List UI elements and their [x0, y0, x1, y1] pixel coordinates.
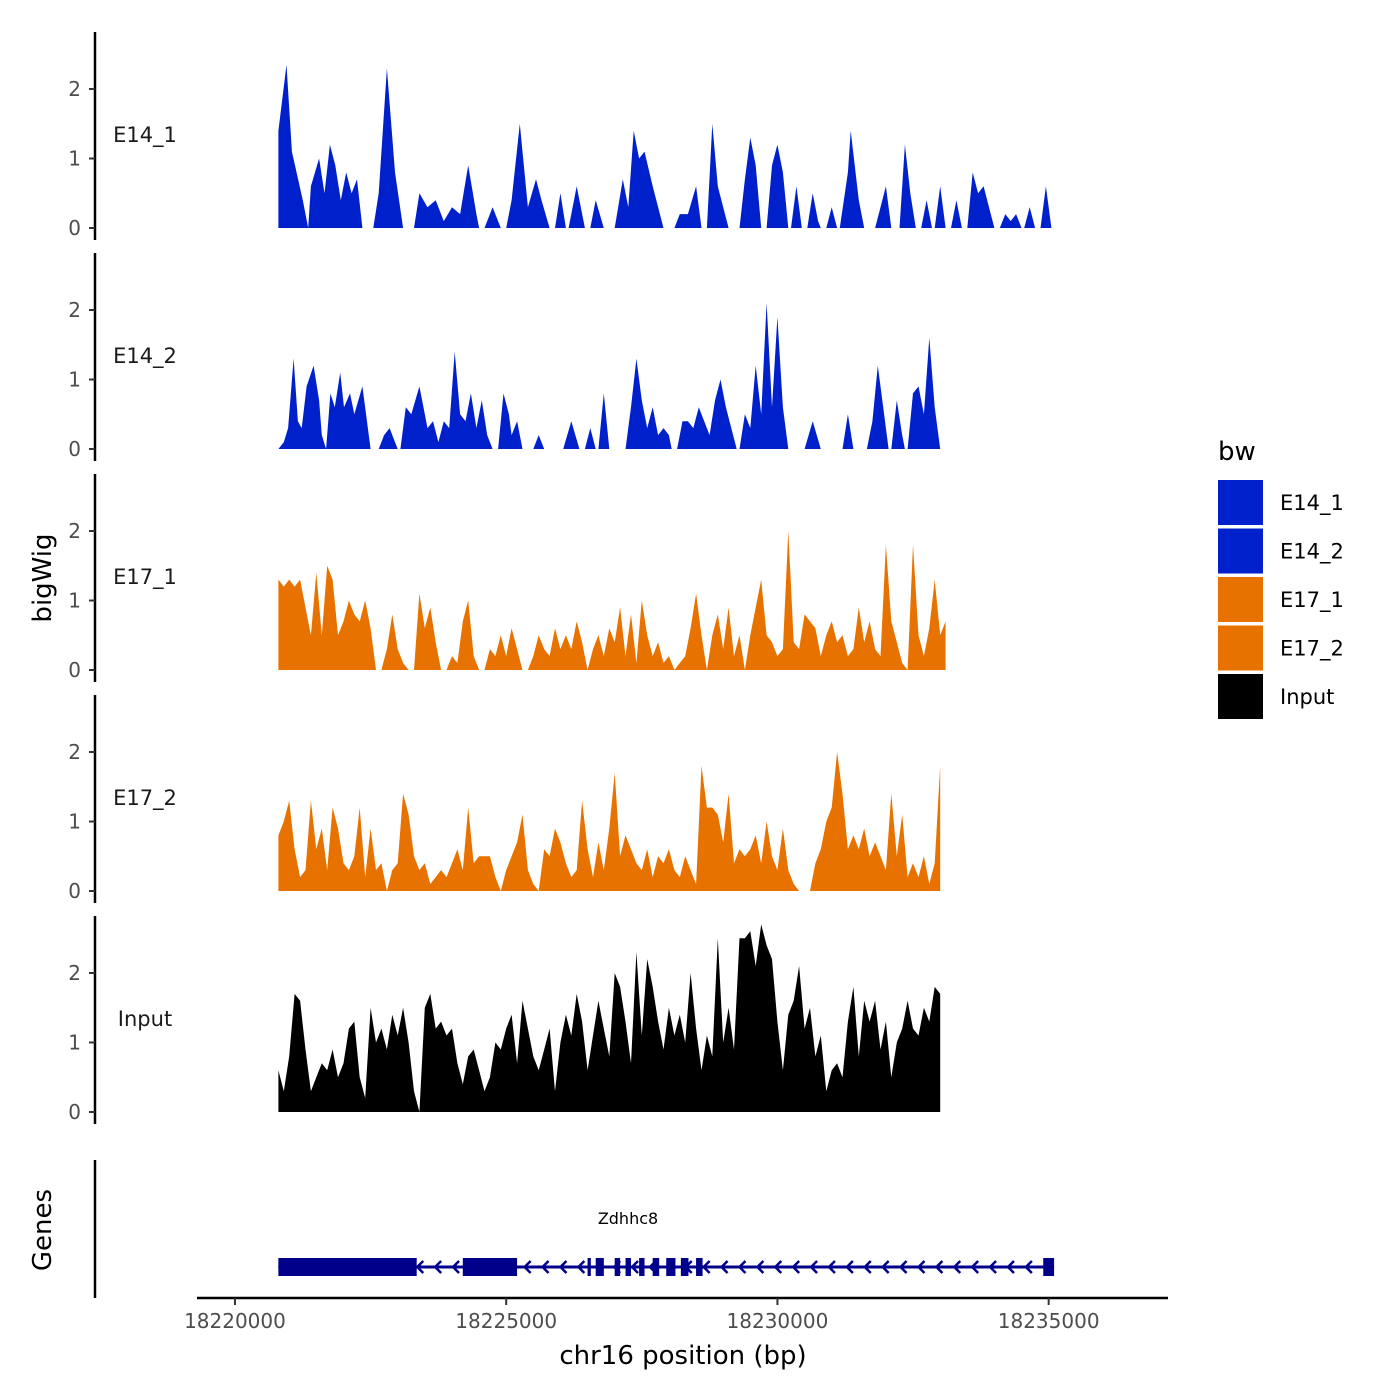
panel-input: 0 1 2 Input — [68, 916, 941, 1124]
x-axis-title: chr16 position (bp) — [559, 1341, 806, 1371]
panel-e14-1: 0 1 2 E14_1 — [68, 32, 1052, 240]
x-tick-label: 18235000 — [998, 1309, 1100, 1333]
strand-arrow — [630, 1260, 639, 1274]
exon — [462, 1258, 518, 1276]
coverage-area-e17-2 — [278, 752, 941, 891]
legend-label: E14_2 — [1280, 540, 1344, 565]
legend-label: Input — [1280, 685, 1334, 709]
legend-label: E17_2 — [1280, 637, 1344, 662]
y-tick-label: 0 — [68, 658, 81, 682]
strand-arrow — [1006, 1260, 1015, 1274]
track-label: E17_1 — [113, 565, 177, 590]
strand-arrow — [898, 1260, 908, 1274]
panel-e17-1: 0 1 2 E17_1 — [68, 474, 946, 682]
strand-arrow — [701, 1260, 711, 1274]
exon — [614, 1258, 621, 1276]
y-tick-label: 0 — [68, 879, 81, 903]
strand-arrow — [1024, 1260, 1033, 1274]
strand-arrow — [576, 1260, 586, 1274]
strand-arrow — [540, 1260, 550, 1274]
track-label: Input — [118, 1007, 172, 1031]
exon — [696, 1258, 703, 1276]
gene-axis-title: Genes — [28, 1189, 58, 1271]
y-tick-label: 1 — [68, 1031, 81, 1055]
x-tick-label: 18225000 — [455, 1309, 557, 1333]
exon — [680, 1258, 689, 1276]
track-label: E17_2 — [113, 786, 177, 811]
coverage-area-e14-2 — [278, 303, 941, 449]
legend-label: E17_1 — [1280, 588, 1344, 613]
legend-swatch — [1218, 480, 1263, 525]
strand-arrow — [433, 1260, 443, 1274]
exon — [278, 1258, 417, 1276]
legend-title: bw — [1218, 437, 1256, 467]
strand-arrow — [862, 1260, 872, 1274]
strand-arrow — [809, 1260, 818, 1274]
coverage-area-e14-1 — [278, 64, 1052, 228]
y-axis-title: bigWig — [28, 533, 58, 622]
y-tick-label: 1 — [68, 589, 81, 613]
coverage-area-input — [278, 924, 941, 1112]
x-tick-label: 18230000 — [727, 1309, 829, 1333]
y-tick-label: 1 — [68, 810, 81, 834]
exon — [652, 1258, 660, 1276]
y-tick-label: 2 — [68, 961, 81, 985]
strand-arrow — [522, 1260, 532, 1274]
y-tick-label: 1 — [68, 147, 81, 171]
y-tick-label: 2 — [68, 298, 81, 322]
panel-e17-2: 0 1 2 E17_2 — [68, 695, 941, 903]
exon — [639, 1258, 645, 1276]
strand-arrow — [737, 1260, 747, 1274]
strand-arrow — [916, 1260, 926, 1274]
exon — [587, 1258, 591, 1276]
legend-swatch — [1218, 674, 1263, 719]
track-panels: 0 1 2 E14_1 0 1 2 E14_2 0 1 2 E17_1 0 1 2 E17_2 0 1 2 Input — [68, 32, 1052, 1124]
strand-arrow — [791, 1260, 801, 1274]
strand-arrow — [415, 1260, 425, 1274]
y-tick-label: 0 — [68, 216, 81, 240]
y-tick-label: 2 — [68, 519, 81, 543]
gene-label: Zdhhc8 — [598, 1209, 658, 1228]
y-tick-label: 2 — [68, 77, 81, 101]
x-axis: 18220000 18225000 18230000 18235000 — [184, 1296, 1168, 1333]
legend-swatch — [1218, 577, 1263, 622]
exon — [1043, 1258, 1055, 1276]
strand-arrow — [827, 1260, 836, 1274]
legend-label: E14_1 — [1280, 491, 1344, 516]
legend: bw E14_1 E14_2 E17_1 E17_2 Input — [1218, 437, 1344, 719]
exon — [595, 1258, 604, 1276]
track-label: E14_2 — [113, 344, 177, 369]
legend-swatch — [1218, 528, 1263, 574]
strand-arrow — [952, 1260, 962, 1274]
exon — [666, 1258, 676, 1276]
x-tick-label: 18220000 — [184, 1309, 286, 1333]
strand-arrow — [934, 1260, 944, 1274]
track-label: E14_1 — [113, 123, 177, 148]
legend-swatch — [1218, 625, 1263, 671]
y-tick-label: 0 — [68, 1100, 81, 1124]
strand-arrow — [719, 1260, 729, 1274]
strand-arrow — [773, 1260, 783, 1274]
strand-arrow — [558, 1260, 568, 1274]
coverage-area-e17-1 — [278, 531, 946, 670]
strand-arrow — [970, 1260, 980, 1274]
strand-arrow — [988, 1260, 997, 1274]
y-tick-label: 2 — [68, 740, 81, 764]
strand-arrow — [451, 1260, 460, 1274]
strand-arrow — [755, 1260, 765, 1274]
y-tick-label: 1 — [68, 368, 81, 392]
strand-arrow — [845, 1260, 854, 1274]
y-tick-label: 0 — [68, 437, 81, 461]
gene-track: Zdhhc8 — [93, 1160, 1055, 1298]
strand-arrow — [880, 1260, 890, 1274]
panel-e14-2: 0 1 2 E14_2 — [68, 253, 941, 461]
exon — [625, 1258, 631, 1276]
